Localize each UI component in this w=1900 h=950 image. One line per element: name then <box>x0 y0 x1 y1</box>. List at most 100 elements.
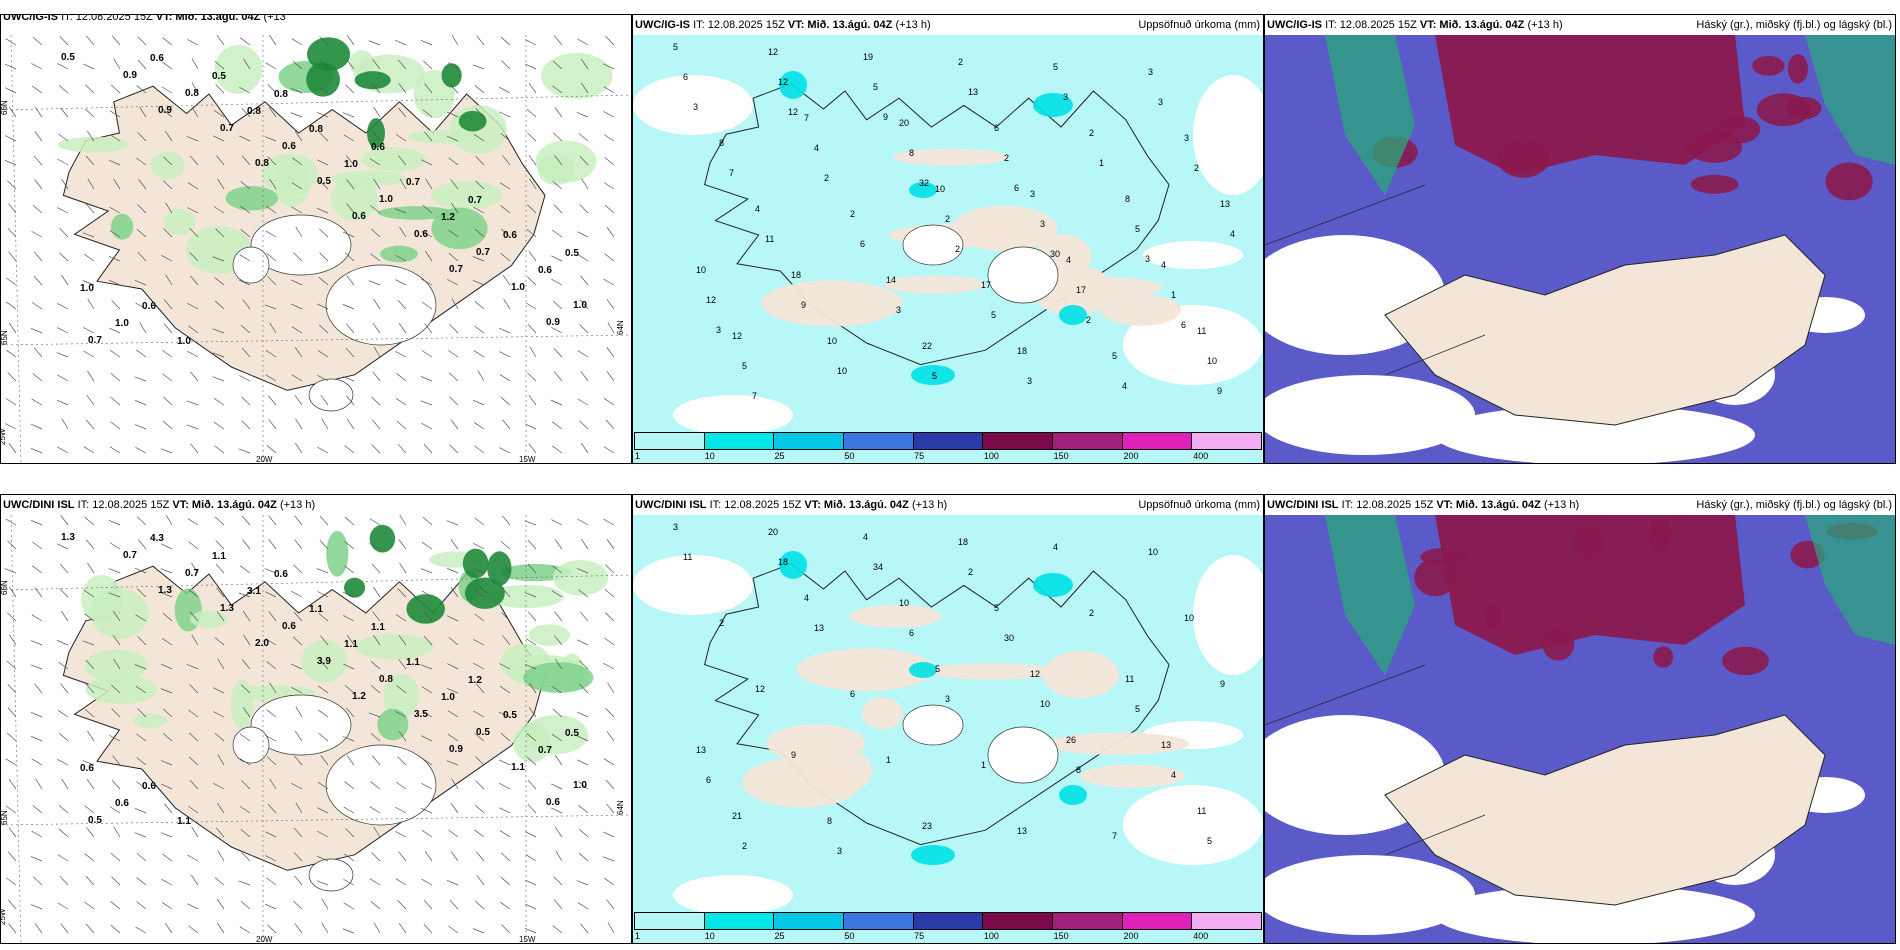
wind-barb <box>291 590 303 598</box>
wind-barb <box>111 300 121 310</box>
precip-area <box>230 679 254 731</box>
precip-area <box>535 140 597 183</box>
wind-barb <box>451 298 459 310</box>
wind-barb <box>373 826 381 838</box>
wind-barb <box>108 159 121 166</box>
precip-core <box>406 594 445 624</box>
wind-barb <box>4 63 17 70</box>
wind-barb <box>59 563 69 574</box>
wind-barb <box>9 634 17 646</box>
wind-barb <box>342 591 355 598</box>
wind-barb <box>8 322 17 334</box>
wind-barb <box>397 107 407 118</box>
wind-barb <box>7 372 17 382</box>
wind-barb <box>475 108 485 118</box>
precip-value-label: 0.7 <box>220 123 234 134</box>
wind-barb <box>161 86 173 94</box>
wind-barb <box>420 807 433 814</box>
wind-barb <box>160 832 173 838</box>
wind-barb <box>576 112 589 118</box>
high-cloud-patch <box>1716 115 1761 144</box>
wind-barb <box>499 182 511 190</box>
wind-barb <box>110 373 121 382</box>
wind-barb <box>295 418 303 430</box>
wind-barb <box>61 418 69 430</box>
colorbar-tick-label: 150 <box>1053 451 1069 461</box>
wind-barb <box>527 204 537 214</box>
wind-barb <box>215 228 225 238</box>
wind-barb <box>213 109 225 118</box>
wind-barb <box>34 683 43 694</box>
precip-amount-label: 6 <box>909 628 914 638</box>
init-time: IT: 12.08.2025 15Z <box>1341 499 1434 511</box>
precip-amount-label: 6 <box>1014 183 1019 193</box>
wind-barb <box>578 828 589 838</box>
precip-amount-label: 6 <box>860 239 865 249</box>
colorbar-swatch <box>1192 913 1262 929</box>
wind-barb <box>188 709 199 718</box>
precip-value-label: 1.0 <box>177 336 191 347</box>
precip-area <box>110 213 134 240</box>
wind-barb <box>499 663 511 670</box>
wind-barb <box>190 443 199 454</box>
wind-barb <box>447 62 459 70</box>
wind-barb <box>191 106 199 118</box>
wind-barb <box>113 58 121 70</box>
precip-value-label: 1.1 <box>511 762 525 773</box>
wind-barb <box>293 851 303 862</box>
wind-barb <box>83 253 95 262</box>
wind-barb <box>58 133 69 142</box>
precip-value-label: 1.0 <box>344 159 358 170</box>
wind-barb <box>7 684 17 694</box>
precip-amount-label: 1 <box>1171 290 1176 300</box>
wind-barb <box>215 84 225 94</box>
precip-amount-label: 17 <box>981 280 991 290</box>
precip-value-label: 0.7 <box>538 745 552 756</box>
panel-title: UWC/DINI ISL IT: 12.08.2025 15Z VT: Mið.… <box>1265 495 1895 515</box>
precip-amount-label: 18 <box>958 537 968 547</box>
wind-barb <box>139 322 147 334</box>
wind-barb <box>320 755 329 766</box>
wind-barb <box>527 563 537 574</box>
wind-barb <box>580 538 589 550</box>
precip-area <box>330 170 407 187</box>
wind-barb <box>500 253 511 262</box>
wind-barb <box>111 876 121 886</box>
wind-barb <box>238 592 251 598</box>
wind-barb <box>294 923 303 934</box>
wind-barb <box>501 60 511 70</box>
wind-barb <box>368 40 381 46</box>
wind-barb <box>528 83 537 94</box>
wind-barb <box>317 781 329 790</box>
wind-barb <box>108 519 121 526</box>
wind-barb <box>57 303 69 310</box>
wind-barb <box>241 852 251 862</box>
heavy-precip <box>909 662 937 678</box>
wind-barb <box>241 108 251 118</box>
wind-barb <box>446 760 459 766</box>
wind-barb <box>474 325 485 334</box>
wind-barb <box>269 682 277 694</box>
wind-barb <box>240 181 251 190</box>
wind-barb <box>475 156 485 166</box>
wind-barb <box>6 277 17 286</box>
wind-barb <box>134 664 147 670</box>
wind-barb <box>191 562 199 574</box>
precip-amount-label: 2 <box>1194 163 1199 173</box>
wind-barb <box>577 902 589 910</box>
wind-barb <box>137 204 147 214</box>
precip-value-label: 0.9 <box>546 317 560 328</box>
wind-barb <box>420 568 433 574</box>
precip-value-label: 0.9 <box>158 105 172 116</box>
precip-value-label: 0.6 <box>142 301 156 312</box>
precip-amount-label: 3 <box>1184 133 1189 143</box>
wind-barb <box>267 803 277 814</box>
precip-amount-label: 1 <box>886 755 891 765</box>
wind-barb <box>425 178 433 190</box>
wind-barb <box>319 132 329 142</box>
precip-area <box>57 136 130 153</box>
wind-barb <box>240 37 251 46</box>
wind-barb <box>500 732 511 742</box>
wind-barb <box>580 442 589 454</box>
wind-barb <box>110 901 121 910</box>
